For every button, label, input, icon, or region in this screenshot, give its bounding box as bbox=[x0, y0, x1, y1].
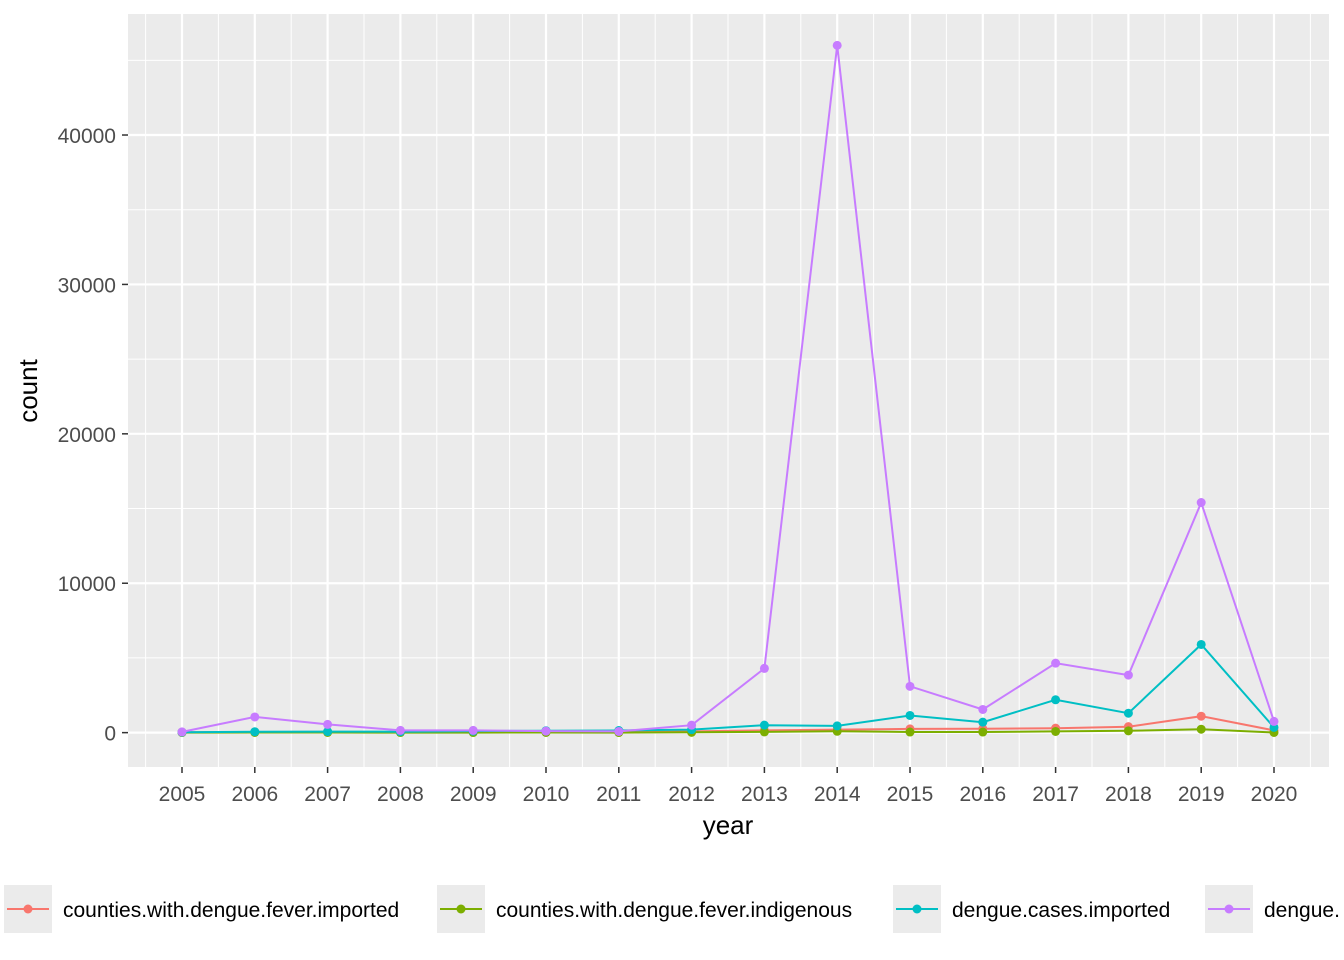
x-tick-label: 2005 bbox=[159, 783, 206, 806]
data-point bbox=[1051, 658, 1061, 668]
y-axis-title: count bbox=[13, 358, 43, 422]
legend-key-point bbox=[1224, 904, 1234, 914]
data-point bbox=[1051, 726, 1061, 736]
x-tick-label: 2009 bbox=[450, 783, 497, 806]
data-point bbox=[978, 727, 988, 737]
data-point bbox=[250, 712, 260, 722]
x-tick-label: 2006 bbox=[231, 783, 278, 806]
data-point bbox=[1051, 695, 1061, 705]
x-tick-label: 2020 bbox=[1251, 783, 1298, 806]
x-tick-label: 2019 bbox=[1178, 783, 1225, 806]
data-point bbox=[323, 727, 333, 737]
data-point bbox=[759, 720, 769, 730]
data-point bbox=[759, 727, 769, 737]
data-point bbox=[1196, 711, 1206, 721]
y-tick-label: 40000 bbox=[58, 125, 116, 148]
series-4 bbox=[177, 40, 1279, 737]
data-point bbox=[541, 726, 551, 736]
x-tick-label: 2013 bbox=[741, 783, 788, 806]
legend-key-point bbox=[912, 904, 922, 914]
data-point bbox=[1269, 716, 1279, 726]
data-point bbox=[905, 727, 915, 737]
legend-label: dengue.cases.imported bbox=[952, 899, 1170, 922]
data-point bbox=[1123, 708, 1133, 718]
data-point bbox=[177, 727, 187, 737]
data-point bbox=[978, 704, 988, 714]
data-point bbox=[905, 710, 915, 720]
x-tick-label: 2017 bbox=[1032, 783, 1079, 806]
data-point bbox=[614, 726, 624, 736]
x-tick-label: 2011 bbox=[596, 783, 641, 806]
data-point bbox=[323, 719, 333, 729]
x-tick-label: 2016 bbox=[959, 783, 1006, 806]
legend-label: counties.with.dengue.fever.indigenous bbox=[496, 899, 852, 922]
y-axis: 0 10000 20000 30000 40000 bbox=[58, 125, 128, 746]
x-axis: 2005 2006 2007 2008 2009 2010 2011 2012 2013 2014… bbox=[159, 767, 1298, 806]
y-tick-label: 0 bbox=[104, 723, 116, 746]
data-point bbox=[905, 681, 915, 691]
legend-label: counties.with.dengue.fever.imported bbox=[63, 899, 399, 922]
legend-label: dengue. bbox=[1264, 899, 1340, 922]
x-tick-label: 2018 bbox=[1105, 783, 1152, 806]
data-point bbox=[1196, 724, 1206, 734]
x-tick-label: 2007 bbox=[304, 783, 351, 806]
legend: counties.with.dengue.fever.imported count… bbox=[4, 885, 1340, 933]
legend-item: counties.with.dengue.fever.imported bbox=[4, 885, 399, 933]
data-point bbox=[687, 720, 697, 730]
y-tick-label: 30000 bbox=[58, 274, 116, 297]
data-point bbox=[1123, 670, 1133, 680]
x-tick-label: 2012 bbox=[668, 783, 715, 806]
series-3 bbox=[177, 639, 1279, 737]
data-point bbox=[1196, 639, 1206, 649]
legend-key-point bbox=[456, 904, 466, 914]
data-point bbox=[250, 727, 260, 737]
legend-item: dengue.cases.imported bbox=[893, 885, 1170, 933]
legend-key-point bbox=[23, 904, 33, 914]
y-tick-label: 10000 bbox=[58, 573, 116, 596]
series-group bbox=[177, 40, 1279, 738]
x-axis-title: year bbox=[703, 810, 754, 840]
data-point bbox=[759, 663, 769, 673]
data-point bbox=[832, 721, 842, 731]
data-point bbox=[832, 40, 842, 50]
data-point bbox=[1123, 726, 1133, 736]
data-point bbox=[978, 717, 988, 727]
x-tick-label: 2008 bbox=[377, 783, 424, 806]
x-tick-label: 2014 bbox=[814, 783, 861, 806]
x-tick-label: 2010 bbox=[523, 783, 570, 806]
data-point bbox=[395, 725, 405, 735]
legend-item: dengue. bbox=[1205, 885, 1340, 933]
legend-item: counties.with.dengue.fever.indigenous bbox=[437, 885, 852, 933]
data-point bbox=[468, 725, 478, 735]
data-point bbox=[1196, 498, 1206, 508]
x-tick-label: 2015 bbox=[887, 783, 934, 806]
series-line bbox=[181, 45, 1275, 733]
y-tick-label: 20000 bbox=[58, 424, 116, 447]
series-line bbox=[181, 643, 1275, 734]
